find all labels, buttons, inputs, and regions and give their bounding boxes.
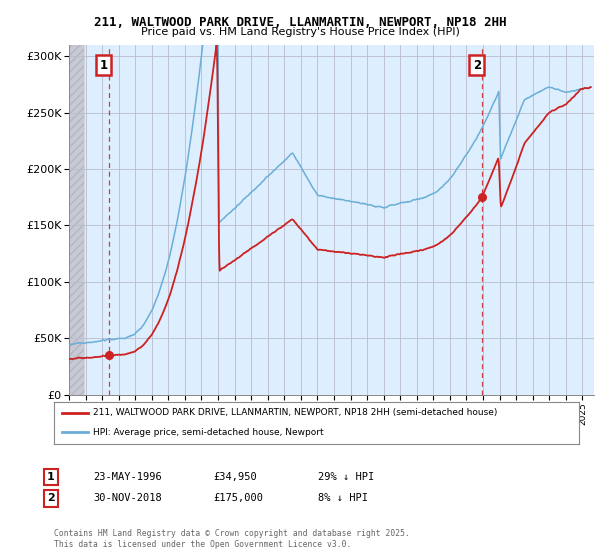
Text: £175,000: £175,000 <box>213 493 263 503</box>
Bar <box>69 45 84 395</box>
Text: 30-NOV-2018: 30-NOV-2018 <box>93 493 162 503</box>
Text: 29% ↓ HPI: 29% ↓ HPI <box>318 472 374 482</box>
Text: 2: 2 <box>473 59 481 72</box>
Bar <box>69 45 84 395</box>
Text: 2: 2 <box>47 493 55 503</box>
Text: 211, WALTWOOD PARK DRIVE, LLANMARTIN, NEWPORT, NP18 2HH: 211, WALTWOOD PARK DRIVE, LLANMARTIN, NE… <box>94 16 506 29</box>
Text: HPI: Average price, semi-detached house, Newport: HPI: Average price, semi-detached house,… <box>94 428 324 437</box>
Text: Price paid vs. HM Land Registry's House Price Index (HPI): Price paid vs. HM Land Registry's House … <box>140 27 460 37</box>
Text: Contains HM Land Registry data © Crown copyright and database right 2025.
This d: Contains HM Land Registry data © Crown c… <box>54 529 410 549</box>
Text: 1: 1 <box>100 59 107 72</box>
Text: 23-MAY-1996: 23-MAY-1996 <box>93 472 162 482</box>
Text: 211, WALTWOOD PARK DRIVE, LLANMARTIN, NEWPORT, NP18 2HH (semi-detached house): 211, WALTWOOD PARK DRIVE, LLANMARTIN, NE… <box>94 408 498 417</box>
Text: 1: 1 <box>47 472 55 482</box>
Text: 8% ↓ HPI: 8% ↓ HPI <box>318 493 368 503</box>
Text: £34,950: £34,950 <box>213 472 257 482</box>
